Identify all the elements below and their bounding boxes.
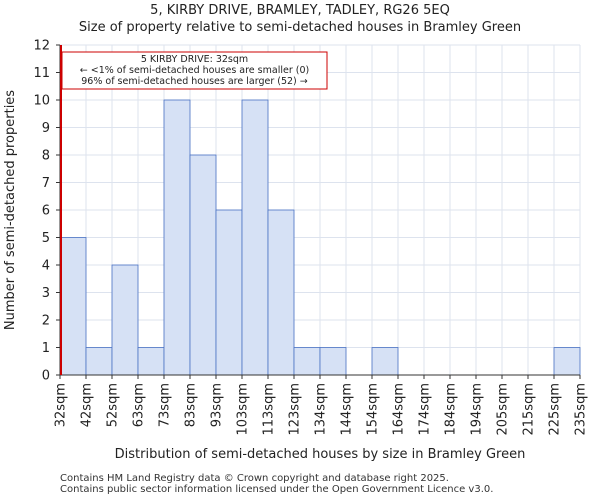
annotation-border xyxy=(61,51,328,90)
bar xyxy=(241,99,269,376)
x-tick-label: 93sqm xyxy=(210,383,225,427)
x-tick-labels: 32sqm 42sqm 52sqm 63sqm 73sqm 83sqm 93sqm 103sq… xyxy=(54,375,589,436)
y-tick-label: 12 xyxy=(33,39,50,54)
bars xyxy=(59,99,581,376)
x-tick-label: 205sqm xyxy=(496,383,511,436)
x-axis-label: Distribution of semi-detached houses by … xyxy=(115,447,526,462)
chart-title: 5, KIRBY DRIVE, BRAMLEY, TADLEY, RG26 5E… xyxy=(150,3,450,18)
bar xyxy=(371,347,399,376)
x-tick-label: 83sqm xyxy=(184,383,199,427)
bar xyxy=(163,99,191,376)
y-tick-label: 11 xyxy=(33,66,50,81)
x-tick-label: 235sqm xyxy=(574,383,589,436)
bar xyxy=(85,347,113,376)
bar xyxy=(319,347,347,376)
annotation-line-1: 5 KIRBY DRIVE: 32sqm xyxy=(141,54,248,65)
x-tick-label: 32sqm xyxy=(54,383,69,427)
y-tick-label: 3 xyxy=(42,286,50,301)
x-tick-label: 154sqm xyxy=(366,383,381,436)
bar xyxy=(59,237,87,376)
bar xyxy=(215,209,243,376)
bar xyxy=(553,347,581,376)
bar xyxy=(293,347,321,376)
bar xyxy=(267,209,295,376)
x-tick-label: 42sqm xyxy=(80,383,95,427)
bar xyxy=(189,154,217,376)
y-tick-label: 1 xyxy=(42,341,50,356)
y-tick-label: 5 xyxy=(42,231,50,246)
y-axis-label: Number of semi-detached properties xyxy=(3,90,18,330)
y-tick-label: 7 xyxy=(42,176,50,191)
x-tick-label: 73sqm xyxy=(158,383,173,427)
x-tick-label: 225sqm xyxy=(548,383,563,436)
x-tick-label: 144sqm xyxy=(340,383,355,436)
footer-licence: Contains public sector information licen… xyxy=(60,484,494,495)
x-tick-label: 103sqm xyxy=(236,383,251,436)
y-tick-label: 6 xyxy=(42,204,50,219)
x-tick-label: 184sqm xyxy=(444,383,459,436)
y-tick-label: 4 xyxy=(42,259,50,274)
x-tick-label: 63sqm xyxy=(132,383,147,427)
x-tick-label: 134sqm xyxy=(314,383,329,436)
annotation-box: 5 KIRBY DRIVE: 32sqm ← <1% of semi-detac… xyxy=(61,51,328,90)
x-tick-label: 164sqm xyxy=(392,383,407,436)
bar xyxy=(111,264,139,376)
footer-copyright: Contains HM Land Registry data © Crown c… xyxy=(60,473,449,484)
annotation-line-2: ← <1% of semi-detached houses are smalle… xyxy=(80,65,309,76)
chart-subtitle: Size of property relative to semi-detach… xyxy=(78,20,522,35)
x-tick-label: 215sqm xyxy=(522,383,537,436)
annotation-line-3: 96% of semi-detached houses are larger (… xyxy=(81,76,308,87)
x-tick-label: 174sqm xyxy=(418,383,433,436)
bar xyxy=(137,347,165,376)
x-tick-label: 113sqm xyxy=(262,383,277,436)
x-tick-label: 123sqm xyxy=(288,383,303,436)
y-tick-label: 8 xyxy=(42,149,50,164)
y-tick-label: 9 xyxy=(42,121,50,136)
x-tick-label: 52sqm xyxy=(106,383,121,427)
x-tick-label: 194sqm xyxy=(470,383,485,436)
y-tick-label: 10 xyxy=(33,94,50,109)
y-tick-label: 0 xyxy=(42,369,50,384)
y-tick-label: 2 xyxy=(42,314,50,329)
